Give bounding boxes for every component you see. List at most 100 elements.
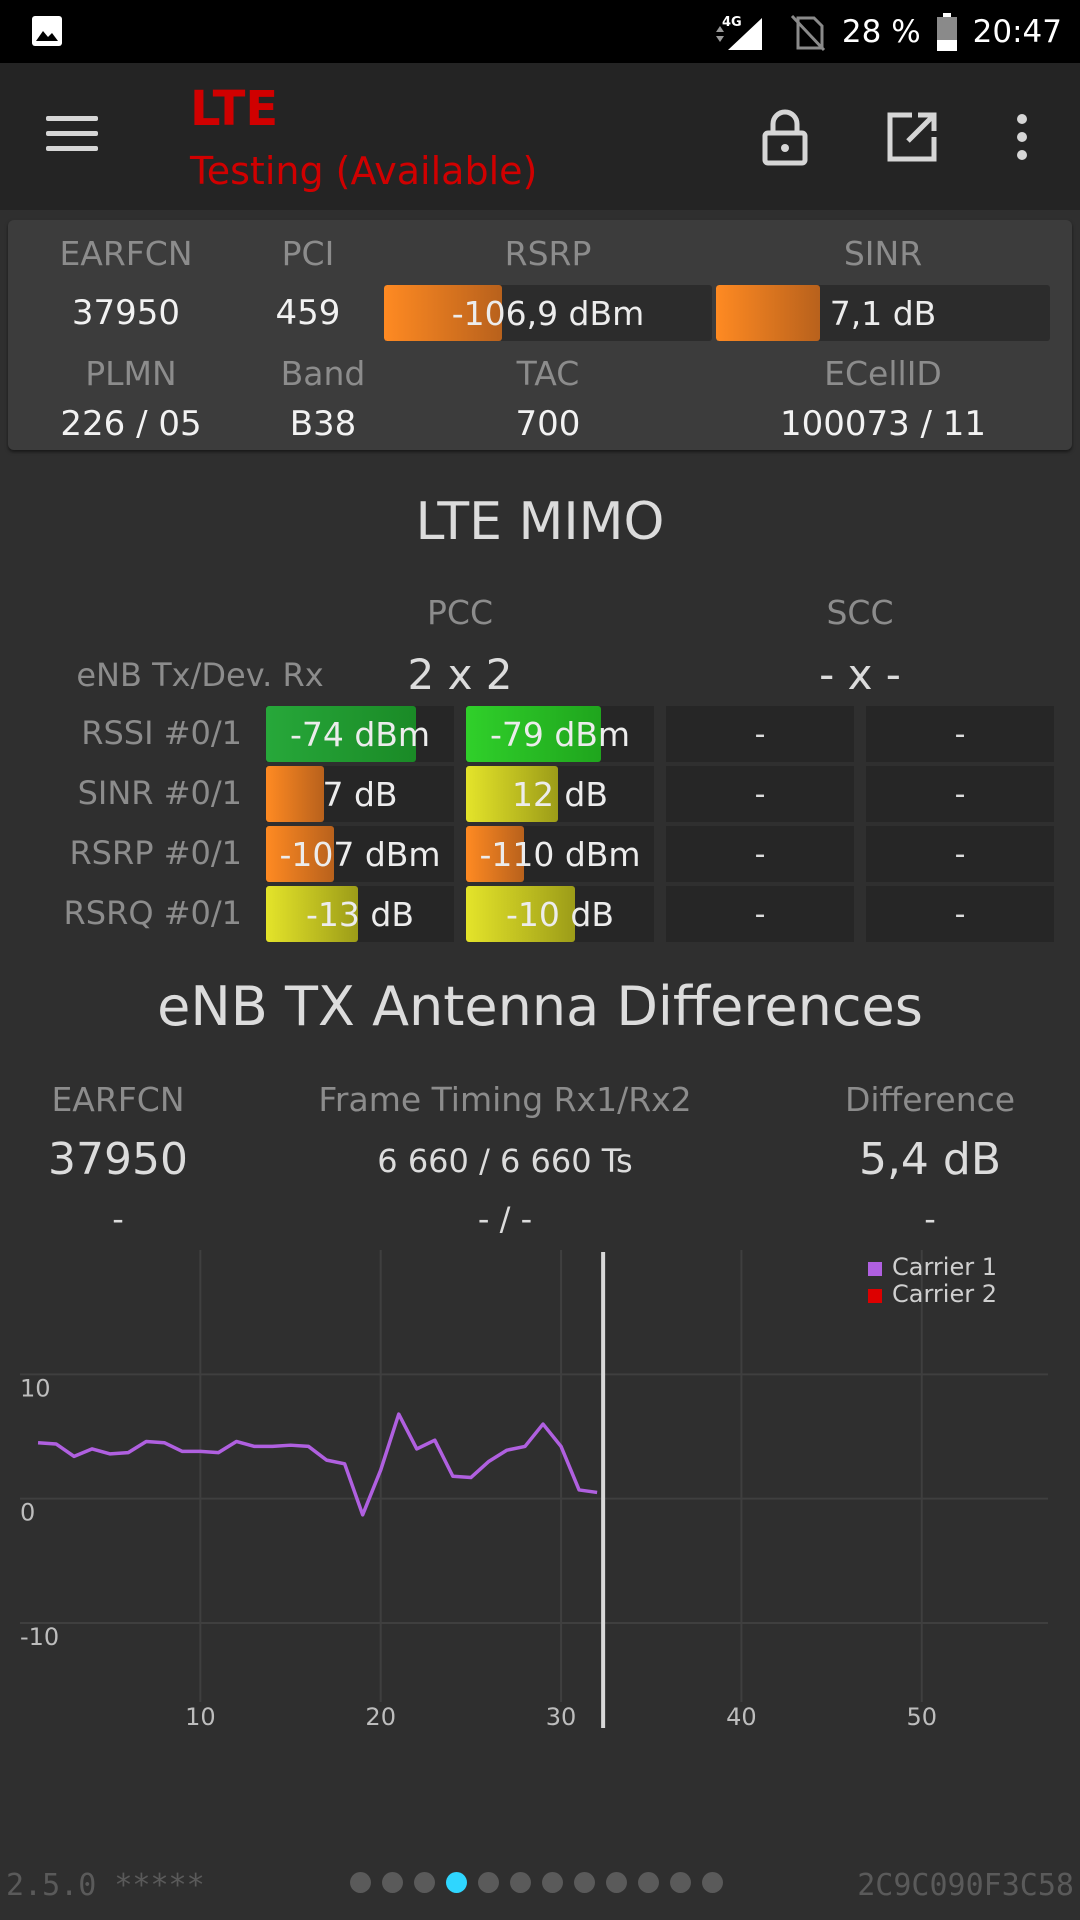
no-sim-icon bbox=[790, 14, 825, 51]
menu-icon[interactable] bbox=[42, 108, 102, 164]
mimo-cell-fill bbox=[466, 826, 525, 882]
mimo-cell-value: - bbox=[754, 896, 766, 932]
page-dot[interactable] bbox=[446, 1872, 467, 1893]
page-dot[interactable] bbox=[350, 1872, 371, 1893]
mimo-cell-value: -79 dBm bbox=[489, 714, 631, 754]
signal-4g-icon: 4G bbox=[715, 15, 762, 50]
app-version: 2.5.0 ***** bbox=[6, 1868, 205, 1903]
mimo-cell-scc1: - bbox=[866, 766, 1054, 822]
pci-label: PCI bbox=[281, 234, 335, 273]
x-tick-label: 40 bbox=[726, 1703, 757, 1731]
plmn-label: PLMN bbox=[85, 354, 177, 393]
page-dot[interactable] bbox=[702, 1872, 723, 1893]
x-tick-label: 10 bbox=[185, 1703, 216, 1731]
mimo-cell-fill bbox=[266, 766, 325, 822]
page-indicator bbox=[350, 1872, 723, 1893]
more-vert-icon[interactable] bbox=[1000, 107, 1044, 167]
mimo-cell-fill bbox=[466, 706, 602, 762]
x-tick-label: 50 bbox=[906, 1703, 937, 1731]
status-icons: 4G 28 % 20:47 bbox=[714, 0, 1062, 63]
scc-label: SCC bbox=[826, 593, 894, 632]
scc-mimo-config: - x - bbox=[819, 650, 901, 699]
mimo-cell-fill bbox=[266, 886, 359, 942]
mimo-cell-scc0: - bbox=[666, 826, 854, 882]
pcc-label: PCC bbox=[427, 593, 493, 632]
mimo-cell-fill bbox=[266, 826, 334, 882]
antenna-title: eNB TX Antenna Differences bbox=[157, 975, 923, 1038]
legend-label: Carrier 2 bbox=[892, 1280, 997, 1308]
x-tick-label: 30 bbox=[546, 1703, 577, 1731]
page-dot[interactable] bbox=[542, 1872, 563, 1893]
page-dot[interactable] bbox=[510, 1872, 531, 1893]
difference-value-2: - bbox=[924, 1200, 936, 1238]
band-label: Band bbox=[280, 354, 366, 393]
rsrp-label: RSRP bbox=[504, 234, 592, 273]
legend-swatch bbox=[868, 1289, 882, 1303]
mimo-cell-value: -13 dB bbox=[306, 894, 414, 934]
mimo-row-label: RSSI #0/1 bbox=[81, 714, 242, 752]
enb-tx-dev-rx-label: eNB Tx/Dev. Rx bbox=[76, 656, 324, 694]
earfcn-label: EARFCN bbox=[59, 234, 193, 273]
earfcn-value: 37950 bbox=[71, 293, 181, 333]
pcc-mimo-config: 2 x 2 bbox=[407, 650, 513, 699]
mimo-cell-pcc0: 7 dB bbox=[266, 766, 454, 822]
mimo-cell-pcc0: -107 dBm bbox=[266, 826, 454, 882]
mimo-cell-pcc0: -74 dBm bbox=[266, 706, 454, 762]
legend-swatch bbox=[868, 1262, 882, 1276]
device-id: 2C9C090F3C58 bbox=[857, 1868, 1074, 1903]
mimo-cell-scc0: - bbox=[666, 766, 854, 822]
lock-icon[interactable] bbox=[755, 107, 815, 167]
difference-label: Difference bbox=[844, 1080, 1016, 1119]
legend-label: Carrier 1 bbox=[892, 1253, 997, 1281]
page-dot[interactable] bbox=[638, 1872, 659, 1893]
tac-value: 700 bbox=[515, 404, 581, 444]
mimo-cell-value: -110 dBm bbox=[479, 834, 641, 874]
mimo-cell-value: - bbox=[954, 776, 966, 812]
mimo-cell-value: - bbox=[754, 836, 766, 872]
rsrp-bar-fill bbox=[384, 285, 503, 341]
mimo-cell-scc1: - bbox=[866, 706, 1054, 762]
frame-timing-value-2: - / - bbox=[477, 1200, 533, 1238]
app-toolbar: LTE Testing (Available) bbox=[0, 63, 1080, 210]
mimo-title: LTE MIMO bbox=[415, 492, 665, 552]
page-dot[interactable] bbox=[670, 1872, 691, 1893]
gallery-notification-icon bbox=[32, 16, 62, 46]
sinr-bar-fill bbox=[716, 285, 820, 341]
rsrp-value: -106,9 dBm bbox=[451, 293, 645, 333]
x-tick-label: 20 bbox=[365, 1703, 396, 1731]
page-dot[interactable] bbox=[574, 1872, 595, 1893]
antenna-earfcn-value-2: - bbox=[112, 1200, 124, 1238]
antenna-earfcn-value: 37950 bbox=[48, 1134, 188, 1185]
plmn-value: 226 / 05 bbox=[60, 404, 202, 444]
page-dot[interactable] bbox=[382, 1872, 403, 1893]
mimo-cell-fill bbox=[466, 766, 559, 822]
page-dot[interactable] bbox=[478, 1872, 499, 1893]
mimo-cell-scc1: - bbox=[866, 886, 1054, 942]
mimo-cell-fill bbox=[466, 886, 576, 942]
mimo-cell-value: -10 dB bbox=[506, 894, 614, 934]
mimo-cell-pcc1: 12 dB bbox=[466, 766, 654, 822]
toolbar-subtitle: Testing (Available) bbox=[190, 149, 538, 193]
svg-text:4G: 4G bbox=[722, 15, 742, 30]
mimo-row-label: SINR #0/1 bbox=[77, 774, 242, 812]
toolbar-title: LTE bbox=[190, 81, 279, 137]
mimo-cell-fill bbox=[266, 706, 417, 762]
status-bar: 4G 28 % 20:47 bbox=[0, 0, 1080, 63]
rsrp-bar: -106,9 dBm bbox=[384, 285, 712, 341]
y-tick-label: 10 bbox=[20, 1374, 51, 1402]
mimo-row-label: RSRQ #0/1 bbox=[63, 894, 242, 932]
open-external-icon[interactable] bbox=[882, 107, 942, 167]
sinr-bar: 7,1 dB bbox=[716, 285, 1050, 341]
battery-percent: 28 % bbox=[841, 13, 921, 50]
mimo-cell-value: - bbox=[754, 776, 766, 812]
mimo-cell-value: - bbox=[954, 836, 966, 872]
mimo-cell-pcc1: -79 dBm bbox=[466, 706, 654, 762]
mimo-cell-pcc1: -10 dB bbox=[466, 886, 654, 942]
clock: 20:47 bbox=[972, 13, 1062, 50]
sinr-label: SINR bbox=[843, 234, 923, 273]
page-dot[interactable] bbox=[606, 1872, 627, 1893]
mimo-cell-pcc0: -13 dB bbox=[266, 886, 454, 942]
serving-cell-card: EARFCN PCI RSRP SINR 37950 459 -106,9 dB… bbox=[8, 220, 1072, 450]
page-dot[interactable] bbox=[414, 1872, 435, 1893]
